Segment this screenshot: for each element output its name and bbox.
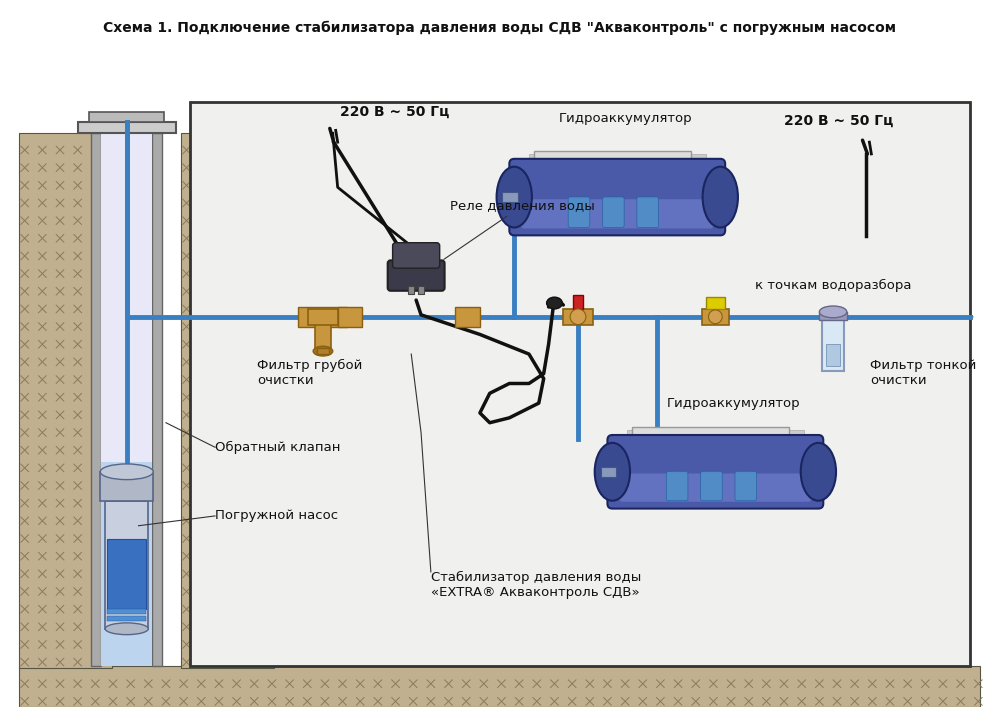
Ellipse shape [570, 309, 586, 325]
Bar [107, 539, 146, 609]
Bar [826, 344, 840, 366]
Ellipse shape [708, 310, 722, 323]
FancyBboxPatch shape [568, 197, 590, 228]
FancyBboxPatch shape [607, 435, 823, 508]
FancyBboxPatch shape [521, 199, 713, 228]
Bar [563, 309, 593, 325]
Bar [317, 348, 329, 354]
FancyBboxPatch shape [509, 159, 725, 236]
Bar [529, 154, 706, 166]
Text: Обратный клапан: Обратный клапан [215, 441, 341, 454]
Bar [408, 286, 414, 293]
Text: 220 В ~ 50 Гц: 220 В ~ 50 Гц [784, 114, 893, 128]
Text: Гидроаккумулятор: Гидроаккумулятор [558, 112, 692, 125]
Bar [91, 134, 101, 666]
Text: Схема 1. Подключение стабилизатора давления воды СДВ "Акваконтроль" с погружным : Схема 1. Подключение стабилизатора давле… [103, 20, 896, 34]
Ellipse shape [703, 166, 738, 228]
Text: Погружной насос: Погружной насос [215, 509, 338, 523]
Bar [78, 121, 176, 134]
Bar [418, 286, 424, 293]
FancyBboxPatch shape [619, 473, 812, 502]
Bar [502, 192, 518, 202]
Text: к точкам водоразбора: к точкам водоразбора [755, 279, 911, 292]
Text: 220 В ~ 50 Гц: 220 В ~ 50 Гц [340, 105, 449, 119]
Bar [19, 666, 980, 708]
Ellipse shape [595, 443, 630, 501]
Text: Гидроаккумулятор: Гидроаккумулятор [666, 396, 800, 410]
Bar [573, 295, 583, 309]
Ellipse shape [547, 297, 562, 309]
Text: Реле давления воды: Реле давления воды [444, 199, 595, 259]
Bar [298, 307, 347, 326]
Bar [105, 501, 148, 629]
Bar [455, 307, 480, 326]
Ellipse shape [105, 623, 148, 635]
FancyBboxPatch shape [637, 197, 658, 228]
Bar [819, 312, 847, 320]
Bar [181, 134, 274, 668]
Bar [107, 616, 146, 621]
Ellipse shape [801, 443, 836, 501]
Text: Стабилизатор давления воды
«EXTRA® Акваконтроль СДВ»: Стабилизатор давления воды «EXTRA® Аквак… [431, 570, 641, 598]
FancyBboxPatch shape [735, 471, 757, 501]
Bar [152, 134, 162, 666]
Ellipse shape [313, 346, 333, 356]
Bar [308, 309, 338, 325]
FancyBboxPatch shape [603, 197, 624, 228]
Ellipse shape [497, 166, 532, 228]
Text: Фильтр грубой
очистки: Фильтр грубой очистки [257, 359, 363, 387]
Bar [706, 297, 725, 309]
FancyBboxPatch shape [701, 471, 722, 501]
Bar [101, 462, 152, 666]
FancyBboxPatch shape [388, 261, 445, 291]
Bar [101, 134, 152, 666]
Bar [19, 134, 112, 668]
FancyBboxPatch shape [666, 471, 688, 501]
Text: Фильтр тонкой
очистки: Фильтр тонкой очистки [870, 359, 977, 387]
Bar [107, 609, 146, 614]
Bar [89, 111, 164, 121]
Bar [534, 151, 691, 159]
Ellipse shape [100, 464, 153, 480]
Bar [822, 317, 844, 371]
Bar [702, 309, 729, 325]
Bar [632, 427, 789, 435]
Bar [190, 102, 970, 666]
Bar [338, 307, 362, 326]
FancyBboxPatch shape [393, 243, 440, 268]
Bar [100, 472, 153, 501]
Ellipse shape [819, 306, 847, 318]
Bar [627, 430, 804, 442]
Bar [315, 317, 331, 351]
Bar [601, 467, 616, 477]
